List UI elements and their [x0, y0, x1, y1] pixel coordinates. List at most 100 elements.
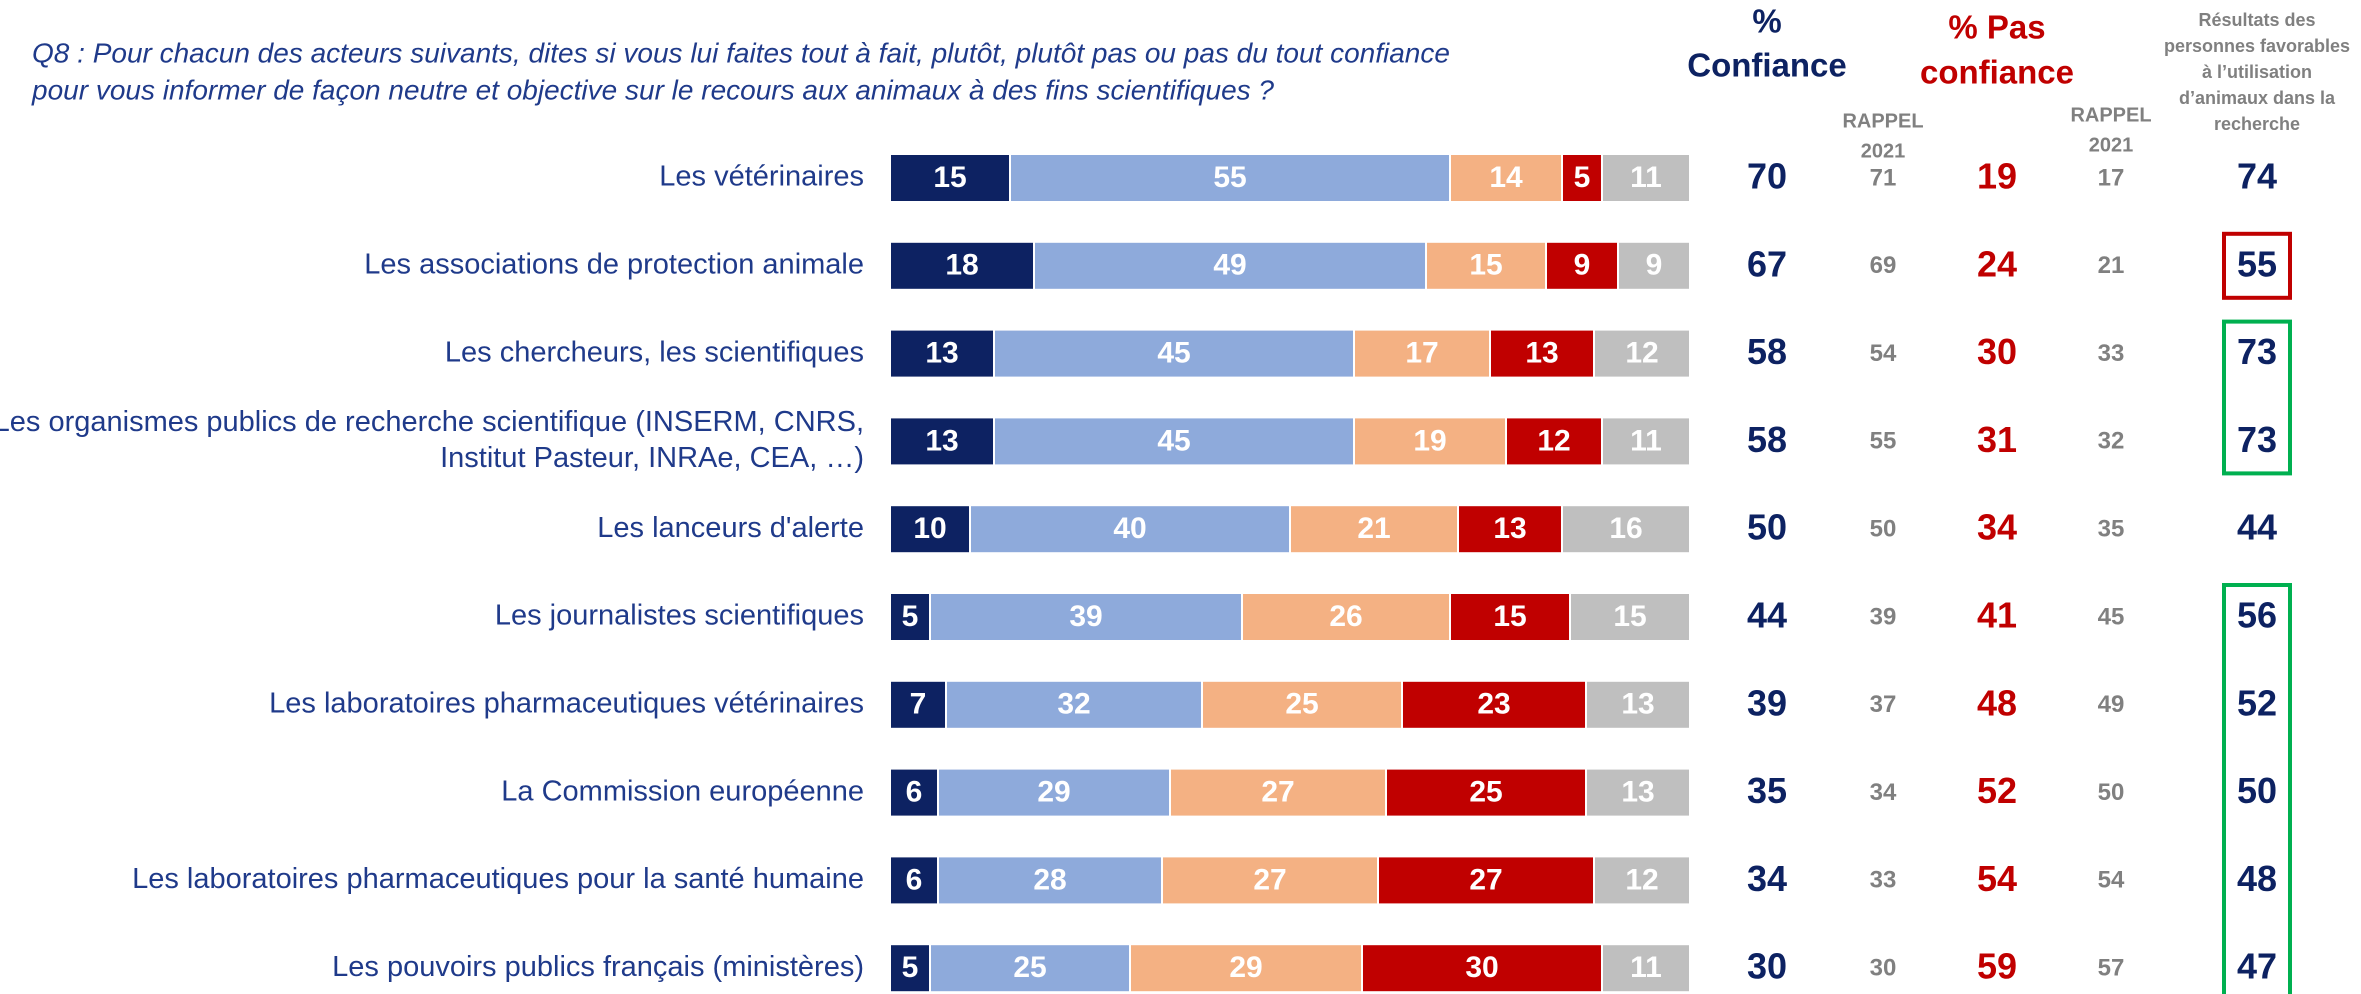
- bar-segment: [931, 594, 1241, 640]
- column-value: 58: [1747, 419, 1787, 460]
- bar-segment: [1379, 857, 1593, 904]
- column-value: 34: [1870, 779, 1897, 806]
- column-value: 34: [1747, 858, 1787, 899]
- category-label: Les associations de protection animale: [364, 248, 864, 280]
- value-label: 16: [1609, 512, 1642, 545]
- column-value: 48: [1977, 682, 2017, 723]
- column-header: 2021: [1861, 140, 1906, 162]
- column-value: 70: [1747, 156, 1787, 197]
- value-label: 27: [1253, 863, 1286, 896]
- bar-segment: [1571, 594, 1689, 640]
- value-label: 21: [1357, 512, 1390, 545]
- bar-segment: [891, 681, 945, 728]
- column-header: Résultats des: [2198, 10, 2315, 30]
- bar-segment: [891, 418, 993, 465]
- value-label: 13: [1493, 512, 1526, 545]
- column-value: 59: [1977, 946, 2017, 987]
- value-label: 11: [1630, 161, 1662, 194]
- bar-segment: [1203, 681, 1401, 728]
- value-label: 27: [1261, 776, 1294, 809]
- category-label: Les chercheurs, les scientifiques: [445, 336, 864, 368]
- category-label: Les laboratoires pharmaceutiques vétérin…: [269, 687, 864, 719]
- value-label: 5: [902, 600, 919, 633]
- value-label: 19: [1413, 424, 1446, 457]
- column-value: 73: [2237, 331, 2277, 372]
- value-label: 13: [925, 337, 958, 370]
- value-label: 18: [945, 249, 978, 282]
- value-label: 10: [913, 512, 946, 545]
- value-label: 13: [925, 424, 958, 457]
- value-label: 15: [1493, 600, 1526, 633]
- column-header: RAPPEL: [1842, 110, 1923, 132]
- bar-segment: [1427, 242, 1545, 289]
- bar-segment: [995, 418, 1353, 465]
- bar-segment: [1163, 857, 1377, 904]
- column-value: 32: [2098, 428, 2125, 455]
- column-value: 47: [2237, 946, 2277, 987]
- column-value: 73: [2237, 419, 2277, 460]
- value-label: 12: [1625, 863, 1658, 896]
- column-value: 39: [1747, 682, 1787, 723]
- value-label: 5: [1574, 161, 1591, 194]
- column-header: d’animaux dans la: [2179, 88, 2336, 108]
- highlight-box: [2222, 583, 2292, 994]
- value-label: 11: [1630, 424, 1662, 457]
- column-value: 41: [1977, 595, 2017, 636]
- bar-segment: [931, 945, 1129, 992]
- bar-segment: [1619, 242, 1689, 289]
- column-value: 52: [1977, 770, 2017, 811]
- column-value: 55: [2237, 243, 2277, 284]
- value-label: 23: [1477, 688, 1510, 721]
- column-value: 17: [2098, 164, 2125, 191]
- column-value: 33: [1870, 867, 1897, 894]
- column-header: % Pas: [1948, 9, 2045, 46]
- bar-segment: [891, 857, 937, 904]
- column-value: 19: [1977, 156, 2017, 197]
- value-label: 26: [1329, 600, 1362, 633]
- bar-segment: [1563, 155, 1601, 201]
- column-value: 31: [1977, 419, 2017, 460]
- bar-segment: [891, 155, 1009, 201]
- column-header: à l’utilisation: [2202, 62, 2312, 82]
- value-label: 30: [1465, 951, 1498, 984]
- bar-segment: [891, 594, 929, 640]
- column-header: recherche: [2214, 114, 2300, 134]
- column-value: 54: [2098, 867, 2125, 894]
- category-label: Les pouvoirs publics français (ministère…: [332, 951, 864, 983]
- column-value: 30: [1747, 946, 1787, 987]
- value-label: 6: [906, 776, 923, 809]
- column-value: 54: [1977, 858, 2017, 899]
- column-value: 55: [1870, 428, 1897, 455]
- bar-segment: [891, 330, 993, 377]
- column-value: 34: [1977, 507, 2017, 548]
- value-label: 27: [1469, 863, 1502, 896]
- column-value: 33: [2098, 340, 2125, 367]
- bar-segment: [891, 506, 969, 553]
- bar-segment: [939, 769, 1169, 816]
- value-label: 45: [1157, 337, 1190, 370]
- column-value: 39: [1870, 603, 1897, 630]
- column-value: 49: [2098, 691, 2125, 718]
- column-value: 44: [2237, 507, 2277, 548]
- bar-segment: [1603, 155, 1689, 201]
- category-label: Les laboratoires pharmaceutiques pour la…: [132, 863, 864, 895]
- bar-segment: [1603, 945, 1689, 992]
- bar-segment: [1507, 418, 1601, 465]
- value-label: 12: [1537, 424, 1570, 457]
- bar-segment: [1243, 594, 1449, 640]
- bar-segment: [1291, 506, 1457, 553]
- value-label: 17: [1405, 337, 1438, 370]
- column-value: 45: [2098, 603, 2125, 630]
- bar-segment: [1595, 857, 1689, 904]
- bar-segment: [1595, 330, 1689, 377]
- bar-segment: [939, 857, 1161, 904]
- value-label: 14: [1489, 161, 1523, 194]
- value-label: 25: [1285, 688, 1318, 721]
- value-label: 29: [1037, 776, 1070, 809]
- highlight-box: [2222, 231, 2292, 300]
- bar-segment: [1011, 155, 1449, 201]
- column-value: 44: [1747, 595, 1787, 636]
- value-label: 28: [1033, 863, 1066, 896]
- bar-segment: [1171, 769, 1385, 816]
